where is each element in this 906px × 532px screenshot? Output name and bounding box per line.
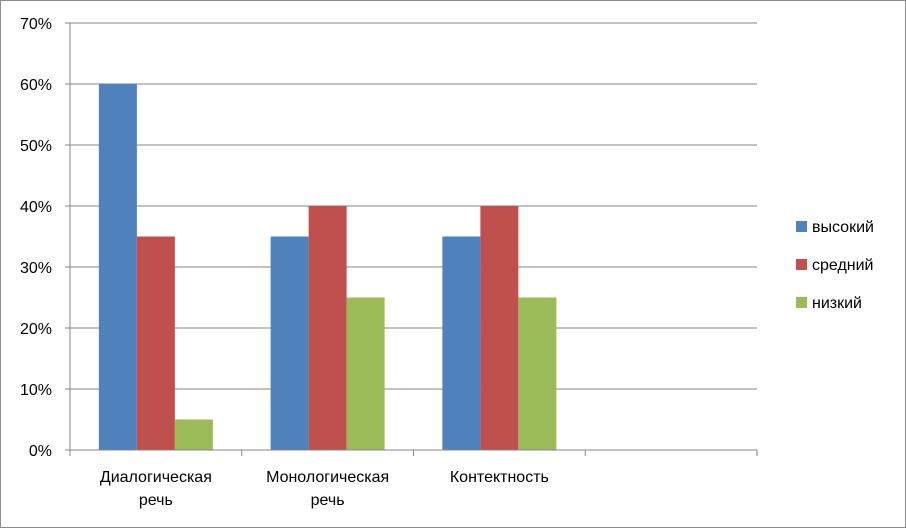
x-category-labels: Диалогическая речь Монологическая речь Конте… (100, 469, 549, 509)
x-category-label-line: речь (139, 492, 173, 509)
bar-высокий-1 (270, 236, 309, 450)
y-tick-label: 10% (20, 382, 52, 399)
y-tick-label: 30% (20, 260, 52, 277)
axes (65, 22, 758, 456)
legend-label: средний (812, 257, 874, 274)
x-category-label-line: Монологическая (266, 469, 389, 486)
x-category-label-line: речь (311, 492, 345, 509)
bar-средний-2 (480, 206, 519, 450)
y-tick-label: 50% (20, 138, 52, 155)
y-tick-label: 0% (29, 443, 52, 460)
y-tick-label: 20% (20, 321, 52, 338)
legend-swatch-низкий (796, 297, 807, 308)
bar-высокий-0 (98, 84, 137, 450)
gridlines (70, 22, 757, 451)
legend-label: высокий (812, 219, 874, 236)
y-tick-labels: 0% 10% 20% 30% 40% 50% 60% 70% (20, 16, 52, 460)
y-tick-label: 60% (20, 77, 52, 94)
x-category-label-line: Диалогическая (100, 469, 212, 486)
x-category-label: Контектность (450, 469, 549, 486)
legend-swatch-высокий (796, 221, 807, 232)
x-category-label-line: Контектность (450, 469, 549, 486)
legend-swatch-средний (796, 259, 807, 270)
y-tick-label: 70% (20, 16, 52, 33)
legend-label: низкий (812, 295, 862, 312)
bar-низкий-1 (346, 297, 385, 450)
y-tick-label: 40% (20, 199, 52, 216)
bar-высокий-2 (442, 236, 481, 450)
legend: высокий средний низкий (796, 219, 874, 312)
x-category-label: Диалогическая речь (100, 469, 212, 509)
bar-средний-1 (308, 206, 347, 450)
bars (98, 84, 557, 450)
bar-низкий-0 (174, 419, 213, 450)
x-category-label: Монологическая речь (266, 469, 389, 509)
bar-средний-0 (136, 236, 175, 450)
bar-низкий-2 (518, 297, 557, 450)
